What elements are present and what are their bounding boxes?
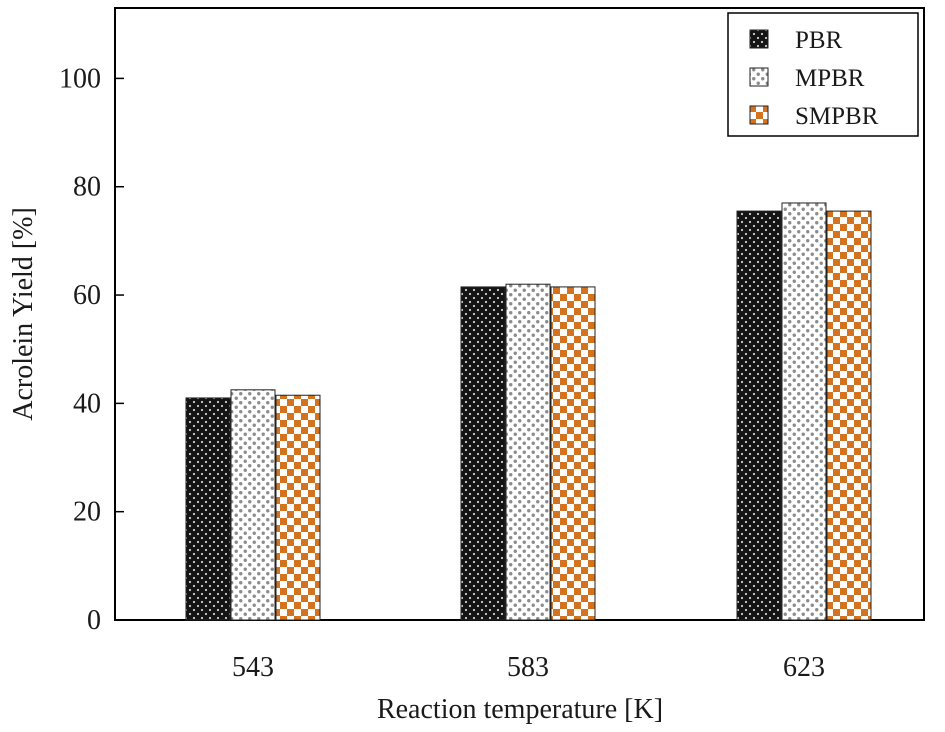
bar-mpbr-623 <box>781 202 827 621</box>
legend-label-pbr: PBR <box>795 27 843 54</box>
legend-swatch-smpbr <box>749 105 769 125</box>
bar-smpbr-623 <box>826 210 872 621</box>
x-tick-label: 543 <box>232 652 274 683</box>
y-axis-label: Acrolein Yield [%] <box>8 207 39 421</box>
x-axis-ticks: 543 583 623 <box>232 652 825 683</box>
bar-smpbr-583 <box>550 286 596 621</box>
y-tick-label: 20 <box>73 497 101 528</box>
bar-pbr-583 <box>460 286 506 621</box>
x-axis-label: Reaction temperature [K] <box>377 694 663 725</box>
bar-mpbr-583 <box>505 283 551 621</box>
legend-label-smpbr: SMPBR <box>795 103 879 130</box>
bar-mpbr-543 <box>230 389 276 621</box>
y-tick-label: 60 <box>73 280 101 311</box>
y-tick-label: 40 <box>73 388 101 419</box>
y-tick-label: 100 <box>59 63 101 94</box>
x-tick-label: 583 <box>507 652 549 683</box>
y-axis-ticks: 0 20 40 60 80 100 <box>59 63 124 636</box>
bar-pbr-543 <box>185 397 231 621</box>
bar-pbr-623 <box>736 210 782 621</box>
x-tick-label: 623 <box>783 652 825 683</box>
legend-swatch-mpbr <box>749 67 769 87</box>
y-tick-label: 0 <box>87 605 101 636</box>
legend: PBR MPBR SMPBR <box>727 12 919 137</box>
y-tick-label: 80 <box>73 172 101 203</box>
bars-group <box>185 202 872 621</box>
legend-label-mpbr: MPBR <box>795 65 865 92</box>
bar-smpbr-543 <box>275 394 321 621</box>
legend-swatch-pbr <box>749 29 769 49</box>
